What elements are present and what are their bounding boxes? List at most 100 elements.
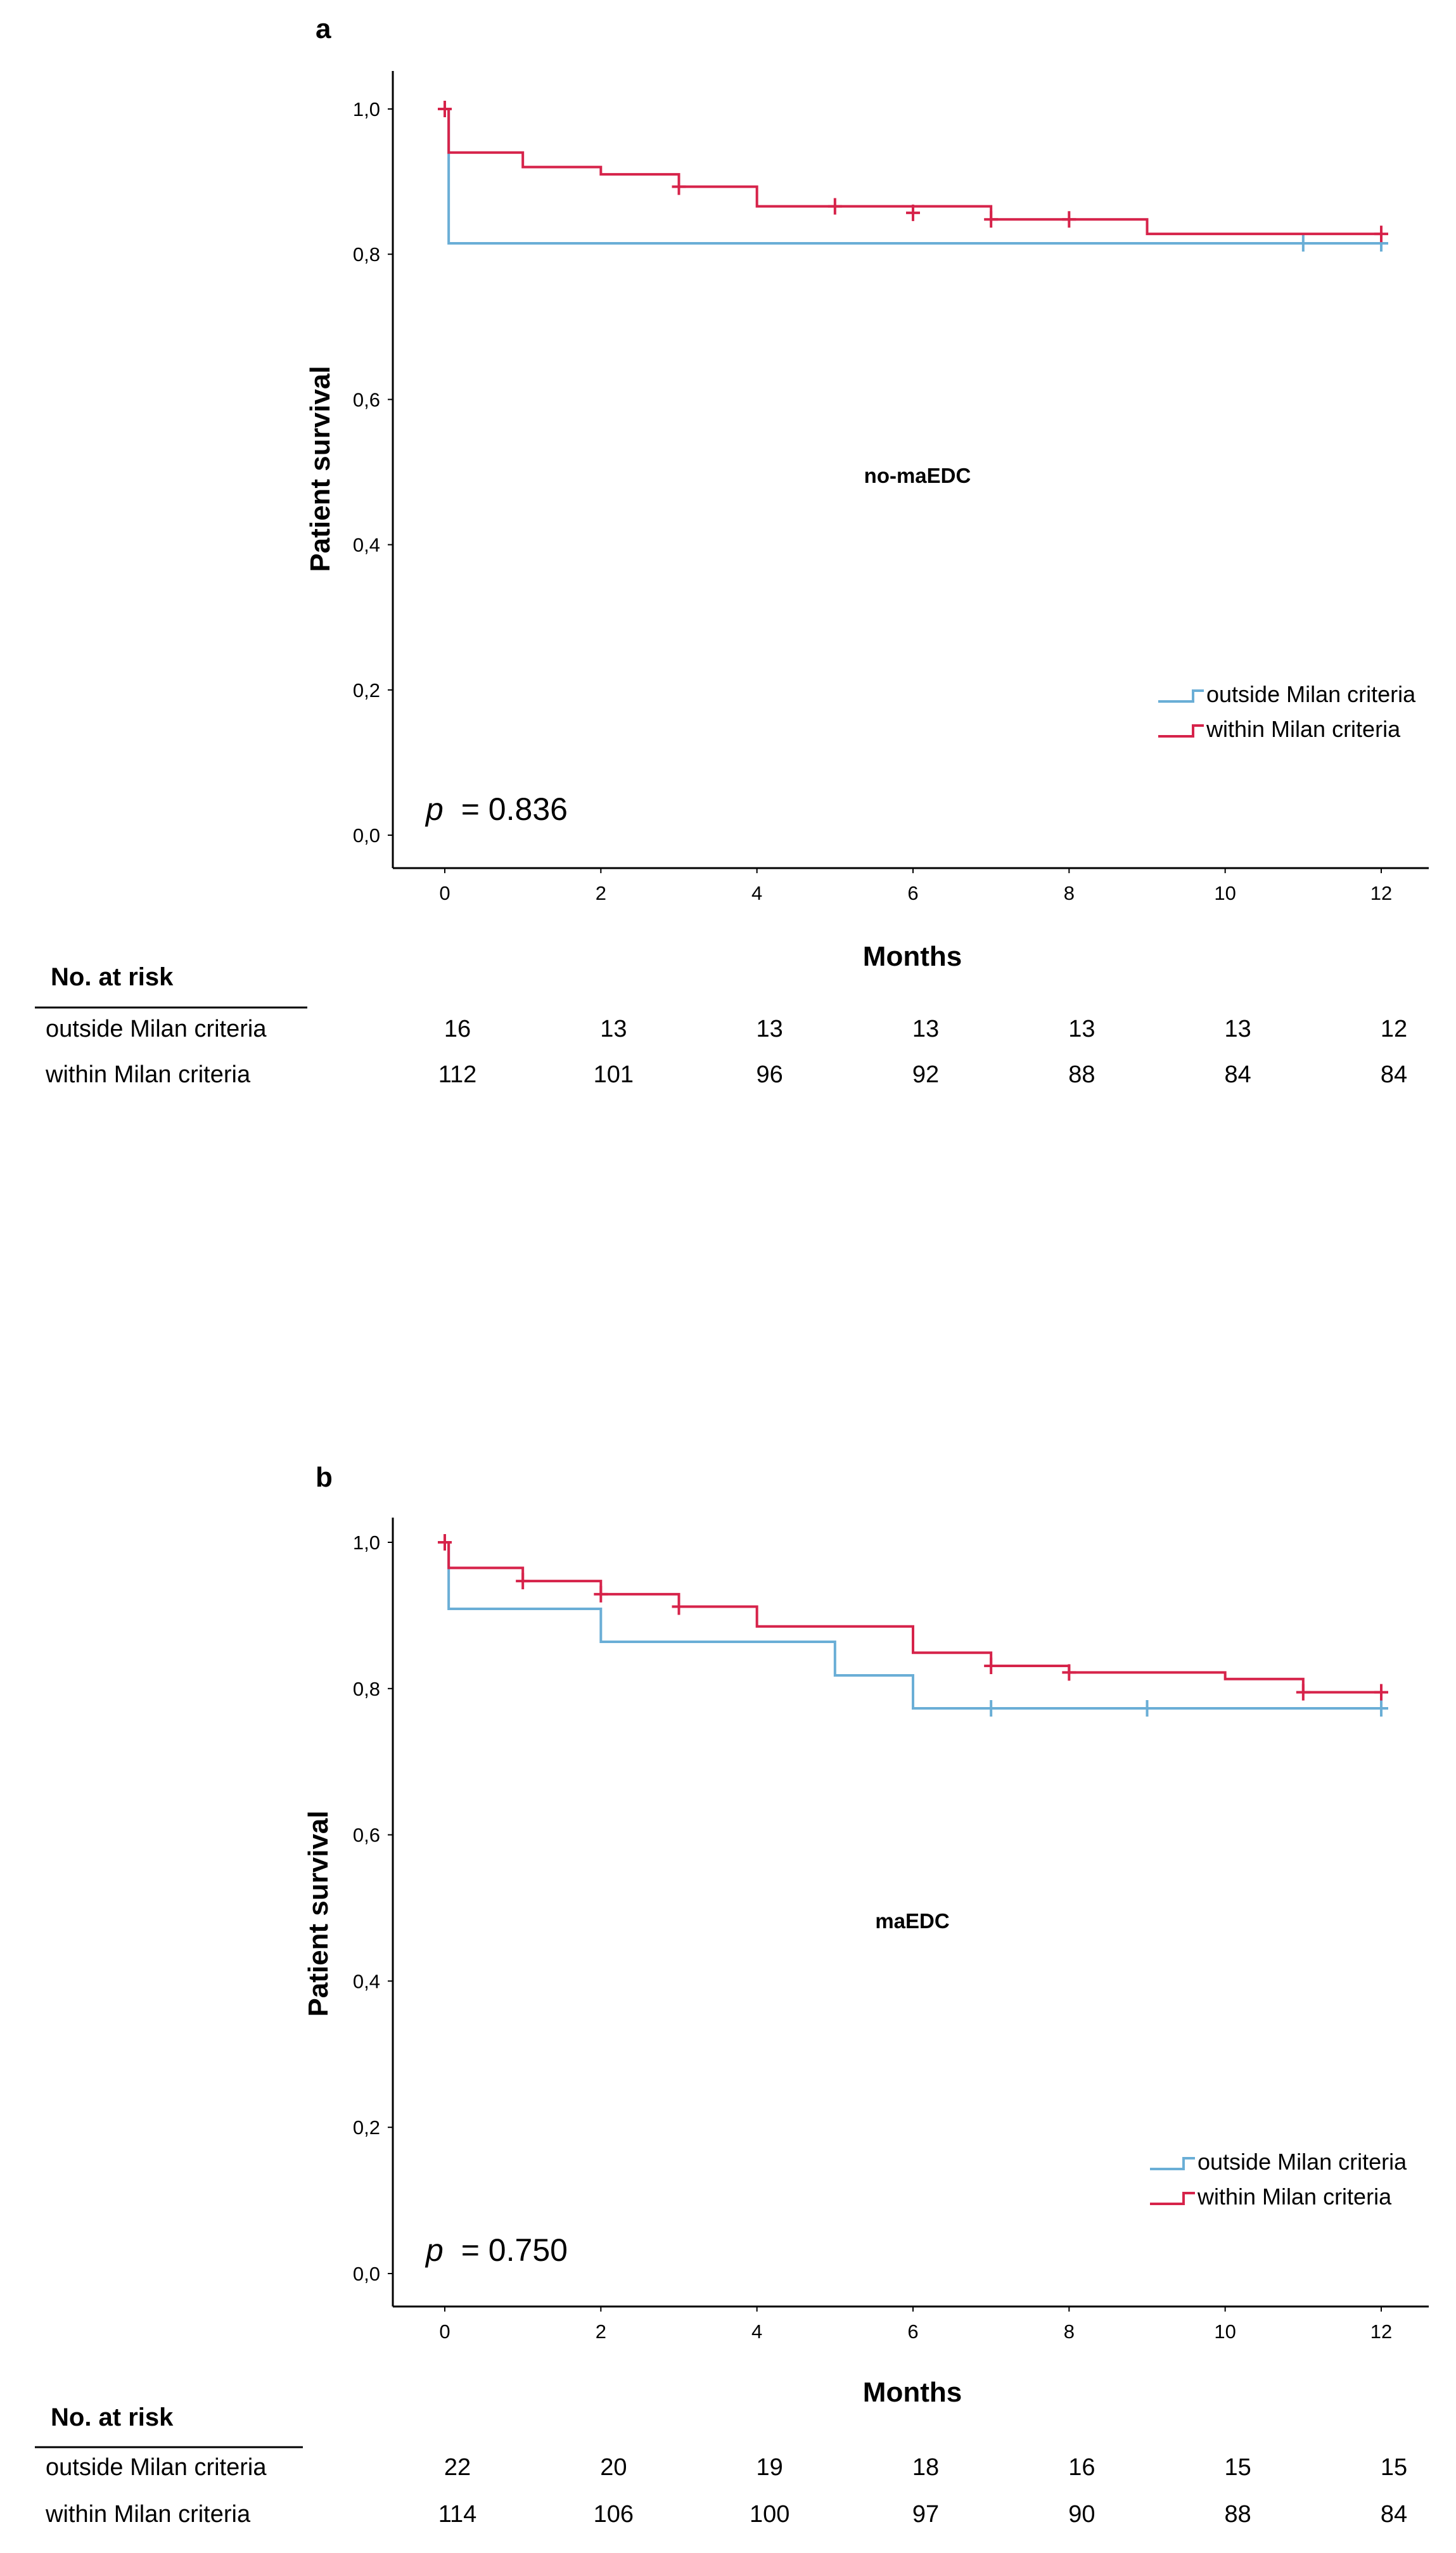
panel-b-risk-table: No. at risk outside Milan criteria withi… [35,2403,1407,2528]
panel-b-series-line-within [445,1541,1381,1694]
panel-a-risk-value: 16 [444,1016,471,1042]
panel-b-risk-row-label-within: within Milan criteria [45,2501,251,2528]
panel-b-risk-value: 16 [1068,2454,1095,2481]
panel-b-y-tick-label: 0,4 [353,1970,380,1992]
panel-b-series [438,1534,1388,1717]
panel-b-series-line-outside [445,1541,1381,1710]
panel-b-legend-swatch-within [1150,2192,1195,2205]
panel-a: a 0,0 0,2 0,4 0,6 0,8 1,0 0 2 4 6 8 10 12 Patient s… [35,13,1429,1088]
panel-b-legend-label-outside: outside Milan criteria [1197,2149,1407,2175]
panel-b-risk-value: 88 [1225,2501,1251,2528]
panel-a-risk-value: 12 [1381,1016,1407,1042]
panel-a-x-tick-label: 0 [439,882,450,904]
panel-a-censor-mark-within [672,178,686,195]
panel-a-risk-table-header: No. at risk [51,963,174,991]
panel-b-risk-values: 22 20 19 18 16 15 15 114 106 100 97 90 88 84 [438,2454,1407,2528]
panel-b-p-number: = 0.750 [461,2232,568,2268]
panel-b-risk-table-header: No. at risk [51,2403,174,2431]
panel-b: b 0,0 0,2 0,4 0,6 0,8 1,0 0 2 4 6 8 10 12 Patient s… [35,1462,1429,2528]
panel-a-y-tick-label: 0,8 [353,243,380,266]
panel-b-censor-mark-within [672,1598,686,1615]
panel-a-letter: a [316,13,331,44]
panel-a-risk-values: 16 13 13 13 13 13 12 112 101 96 92 88 84 84 [438,1016,1407,1088]
panel-a-risk-row-label-within: within Milan criteria [45,1061,251,1088]
panel-b-p-symbol: p [425,2232,444,2268]
panel-b-censor-mark-within [516,1573,530,1590]
panel-a-series-line-outside [445,108,1381,245]
panel-b-risk-value: 84 [1381,2501,1407,2528]
panel-b-censor-mark-within [1062,1664,1076,1681]
panel-a-y-tick-label: 0,4 [353,534,380,556]
panel-b-y-tick-label: 0,8 [353,1678,380,1700]
panel-a-censor-mark-within [1062,211,1076,228]
panel-b-x-tick-label: 4 [751,2320,762,2343]
panel-a-x-ticks: 0 2 4 6 8 10 12 [439,868,1392,904]
panel-b-legend-label-within: within Milan criteria [1197,2184,1392,2210]
panel-a-y-tick-label: 1,0 [353,98,380,120]
panel-b-y-tick-label: 1,0 [353,1532,380,1554]
panel-b-x-tick-label: 10 [1214,2320,1236,2343]
panel-a-legend-swatch-outside [1158,689,1204,703]
panel-a-y-tick-label: 0,0 [353,824,380,847]
panel-b-x-ticks: 0 2 4 6 8 10 12 [439,2307,1392,2343]
panel-a-censor-mark-within [906,204,920,221]
panel-a-p-value: p = 0.836 [425,791,568,827]
panel-a-censor-mark-within [1374,226,1388,243]
panel-b-risk-value: 97 [912,2501,939,2528]
panel-a-censor-mark-within [827,198,842,215]
panel-b-chart-title: maEDC [875,1909,949,1933]
panel-a-chart-title: no-maEDC [864,464,971,487]
panel-b-censor-mark-within [1374,1684,1388,1701]
panel-a-risk-value: 96 [757,1061,783,1088]
panel-a-series [438,101,1388,252]
panel-a-risk-value: 92 [912,1061,939,1088]
panel-b-x-axis-label: Months [863,2377,962,2408]
panel-a-risk-table: No. at risk outside Milan criteria withi… [35,963,1407,1088]
panel-a-risk-value: 84 [1225,1061,1251,1088]
panel-b-censor-mark-within [984,1658,999,1675]
panel-a-x-tick-label: 8 [1064,882,1075,904]
panel-b-x-tick-label: 6 [907,2320,918,2343]
panel-a-plot-area: 0,0 0,2 0,4 0,6 0,8 1,0 0 2 4 6 8 10 12 [353,71,1429,904]
panel-a-risk-value: 13 [757,1016,783,1042]
panel-a-legend-label-within: within Milan criteria [1206,716,1401,742]
panel-b-risk-value: 114 [438,2501,477,2528]
panel-b-censor-mark-outside [1374,1699,1388,1717]
panel-b-censor-mark-outside [984,1699,999,1717]
panel-b-risk-value: 20 [600,2454,627,2481]
panel-b-risk-value: 106 [594,2501,634,2528]
panel-b-risk-value: 15 [1225,2454,1251,2481]
panel-b-censor-mark-within [594,1585,608,1603]
panel-a-legend: outside Milan criteria within Milan crit… [1158,681,1416,742]
panel-b-risk-value: 90 [1068,2501,1095,2528]
panel-a-x-tick-label: 4 [751,882,762,904]
panel-a-y-ticks: 0,0 0,2 0,4 0,6 0,8 1,0 [353,98,393,847]
panel-a-risk-value: 13 [600,1016,627,1042]
panel-b-x-tick-label: 0 [439,2320,450,2343]
panel-b-y-tick-label: 0,6 [353,1824,380,1846]
panel-a-x-tick-label: 2 [596,882,606,904]
panel-b-risk-value: 19 [757,2454,783,2481]
panel-b-x-tick-label: 12 [1370,2320,1392,2343]
panel-a-x-tick-label: 12 [1370,882,1392,904]
panel-b-censor-mark-within [438,1534,452,1551]
panel-a-risk-value: 13 [912,1016,939,1042]
panel-a-y-tick-label: 0,6 [353,388,380,411]
panel-a-risk-value: 88 [1068,1061,1095,1088]
panel-b-plot-area: 0,0 0,2 0,4 0,6 0,8 1,0 0 2 4 6 8 10 12 [353,1518,1429,2343]
panel-b-y-tick-label: 0,0 [353,2263,380,2285]
panel-a-censor-mark-outside [1296,235,1310,252]
panel-a-censor-mark-within [984,211,999,228]
panel-a-risk-value: 101 [594,1061,634,1088]
panel-b-y-tick-label: 0,2 [353,2116,380,2139]
panel-a-risk-value: 13 [1068,1016,1095,1042]
panel-b-censor-mark-outside [1140,1699,1154,1717]
panel-a-y-axis-label: Patient survival [305,366,336,572]
panel-b-y-axis-label: Patient survival [303,1810,334,2016]
panel-a-censor-mark-within [438,101,452,117]
panel-a-risk-value: 112 [438,1061,477,1088]
panel-b-risk-value: 100 [750,2501,789,2528]
panel-b-x-tick-label: 2 [596,2320,606,2343]
panel-b-risk-row-label-outside: outside Milan criteria [46,2454,267,2481]
